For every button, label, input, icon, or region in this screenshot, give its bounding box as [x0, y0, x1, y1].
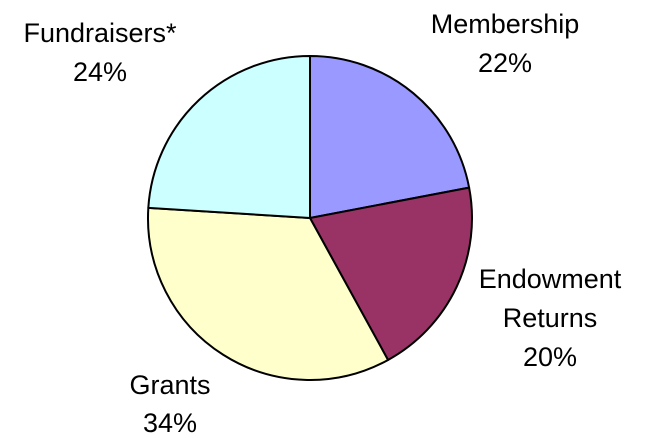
slice-value-endowment: 20%	[523, 342, 577, 372]
pie-slice-grants	[147, 206, 390, 381]
pie-slice-membership	[309, 55, 471, 219]
slice-value-fundraisers: 24%	[73, 57, 127, 87]
slice-label-endowment-line1: Endowment	[479, 264, 622, 294]
pie-slices	[147, 55, 473, 381]
slice-label-endowment-line2: Returns	[503, 303, 598, 333]
slice-labels: Membership 22% Endowment Returns 20% Gra…	[23, 9, 621, 438]
slice-label-fundraisers: Fundraisers*	[23, 18, 177, 48]
slice-value-membership: 22%	[478, 48, 532, 78]
slice-value-grants: 34%	[143, 408, 197, 438]
slice-label-grants: Grants	[129, 370, 210, 400]
slice-label-membership: Membership	[431, 9, 580, 39]
pie-slice-endowment-returns	[309, 186, 473, 361]
pie-slice-fundraisers	[147, 55, 311, 219]
